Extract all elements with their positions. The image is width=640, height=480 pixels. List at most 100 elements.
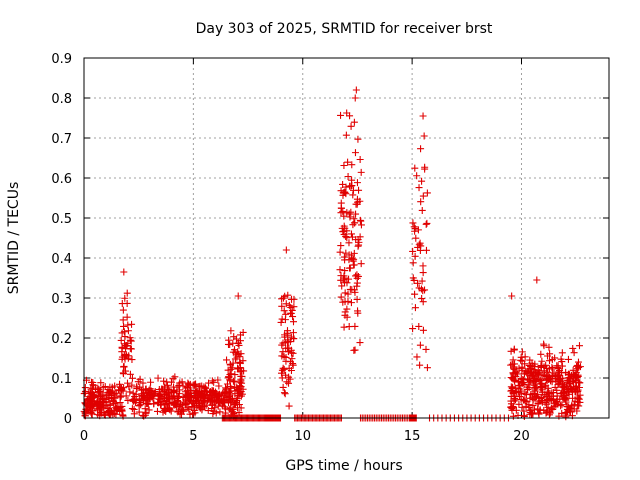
data-point: [416, 239, 424, 247]
data-point: [117, 336, 125, 344]
data-point: [511, 376, 519, 384]
data-point: [135, 408, 143, 416]
data-point: [344, 297, 352, 305]
data-point: [171, 373, 179, 381]
data-point: [529, 402, 537, 410]
data-point: [237, 350, 245, 358]
data-point: [352, 86, 360, 94]
data-point: [409, 325, 417, 333]
x-tick-label: 10: [294, 429, 311, 444]
data-point: [289, 361, 297, 369]
data-point: [128, 374, 136, 382]
data-point: [353, 179, 361, 187]
data-point: [169, 375, 177, 383]
y-tick-label: 0.4: [51, 252, 72, 267]
x-axis-label: GPS time / hours: [285, 458, 402, 474]
data-point: [413, 353, 421, 361]
data-point: [219, 389, 227, 397]
data-point: [538, 379, 546, 387]
data-point: [414, 226, 422, 234]
data-point: [419, 269, 427, 277]
data-point: [347, 230, 355, 238]
data-point: [551, 383, 559, 391]
data-point: [416, 341, 424, 349]
data-point: [533, 276, 541, 284]
data-point: [341, 224, 349, 232]
data-point: [153, 407, 161, 415]
data-point: [350, 261, 358, 269]
data-point: [415, 241, 423, 249]
data-point: [545, 396, 553, 404]
data-point: [347, 122, 355, 130]
data-point: [282, 246, 290, 254]
data-point: [353, 282, 361, 290]
data-point: [568, 402, 576, 410]
data-point: [280, 307, 288, 315]
data-point: [337, 293, 345, 301]
data-point: [508, 292, 516, 300]
data-point: [87, 385, 95, 393]
data-point: [419, 298, 427, 306]
data-point: [542, 381, 550, 389]
data-point: [195, 399, 203, 407]
data-point: [419, 326, 427, 334]
data-point: [415, 184, 423, 192]
data-point: [102, 398, 110, 406]
data-point: [236, 378, 244, 386]
data-point: [560, 382, 568, 390]
data-point: [100, 395, 108, 403]
data-point: [547, 404, 555, 412]
data-point: [543, 400, 551, 408]
data-point: [354, 135, 362, 143]
y-tick-label: 0: [64, 412, 72, 427]
y-tick-label: 0.9: [51, 52, 72, 67]
data-point: [189, 410, 197, 418]
data-point: [86, 389, 94, 397]
data-point: [142, 386, 150, 394]
data-point: [97, 408, 105, 416]
data-point: [525, 403, 533, 411]
data-point: [354, 309, 362, 317]
data-point: [575, 383, 583, 391]
data-point: [118, 329, 126, 337]
data-point: [519, 378, 527, 386]
data-point: [234, 292, 242, 300]
data-point: [540, 342, 548, 350]
data-point: [235, 388, 243, 396]
data-point: [193, 403, 201, 411]
x-tick-label: 0: [80, 429, 88, 444]
data-point: [511, 396, 519, 404]
data-point: [119, 306, 127, 314]
data-point: [544, 403, 552, 411]
data-point: [225, 374, 233, 382]
data-point: [228, 408, 236, 416]
x-tick-label: 20: [513, 429, 530, 444]
data-point: [124, 327, 132, 335]
data-point: [94, 393, 102, 401]
data-point: [129, 397, 137, 405]
data-point: [336, 248, 344, 256]
data-point: [106, 389, 114, 397]
data-point: [114, 404, 122, 412]
data-point: [234, 339, 242, 347]
data-point: [128, 356, 136, 364]
data-point: [560, 395, 568, 403]
data-point: [122, 392, 130, 400]
data-point: [552, 401, 560, 409]
data-point: [279, 364, 287, 372]
data-point: [224, 366, 232, 374]
data-point: [136, 375, 144, 383]
data-point: [529, 376, 537, 384]
data-point: [211, 388, 219, 396]
data-point: [135, 402, 143, 410]
y-tick-label: 0.7: [51, 132, 72, 147]
data-point: [285, 301, 293, 309]
data-point: [340, 162, 348, 170]
data-point: [416, 246, 424, 254]
y-tick-label: 0.2: [51, 332, 72, 347]
data-point: [357, 260, 365, 268]
data-point: [520, 396, 528, 404]
data-point: [290, 303, 298, 311]
data-point: [209, 400, 217, 408]
data-point: [123, 289, 131, 297]
